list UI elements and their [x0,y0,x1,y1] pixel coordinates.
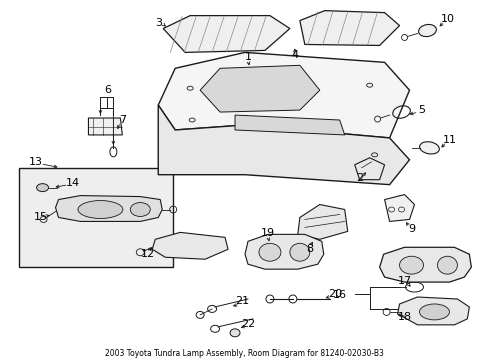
Polygon shape [384,195,414,221]
Polygon shape [163,15,289,53]
Text: 13: 13 [28,157,42,167]
Text: 20: 20 [327,289,341,299]
Text: 3: 3 [154,18,162,28]
Text: 21: 21 [234,296,248,306]
Text: 4: 4 [291,50,298,60]
Polygon shape [397,297,468,325]
Ellipse shape [37,184,48,192]
Text: 6: 6 [103,85,111,95]
Ellipse shape [418,24,435,37]
Text: 8: 8 [305,244,313,254]
Ellipse shape [130,203,150,216]
Text: 16: 16 [332,290,346,300]
Text: 15: 15 [34,212,47,222]
Polygon shape [56,195,162,221]
Polygon shape [152,232,227,259]
Polygon shape [200,65,319,112]
Ellipse shape [419,304,448,320]
Polygon shape [235,115,344,135]
Ellipse shape [289,243,309,261]
Text: 2003 Toyota Tundra Lamp Assembly, Room Diagram for 81240-02030-B3: 2003 Toyota Tundra Lamp Assembly, Room D… [104,349,383,358]
FancyBboxPatch shape [19,168,173,267]
Polygon shape [158,105,408,185]
Text: 22: 22 [241,319,255,329]
Text: 18: 18 [397,312,411,322]
Polygon shape [379,247,470,282]
Ellipse shape [78,201,122,219]
Polygon shape [158,53,408,138]
Polygon shape [299,11,399,45]
Polygon shape [88,118,122,135]
Text: 17: 17 [397,276,411,286]
Polygon shape [354,158,384,180]
Text: 11: 11 [442,135,455,145]
Text: 10: 10 [440,14,453,24]
Text: 2: 2 [355,173,363,183]
Ellipse shape [259,243,280,261]
Ellipse shape [399,256,423,274]
Ellipse shape [419,142,438,154]
Polygon shape [297,204,347,239]
Text: 9: 9 [407,224,414,234]
Text: 19: 19 [260,228,274,238]
Text: 7: 7 [119,115,125,125]
Ellipse shape [437,256,456,274]
Text: 14: 14 [65,177,80,188]
Text: 1: 1 [244,52,251,62]
Ellipse shape [229,329,240,337]
Text: 5: 5 [417,105,424,115]
Polygon shape [244,234,323,269]
Text: 12: 12 [141,249,155,259]
